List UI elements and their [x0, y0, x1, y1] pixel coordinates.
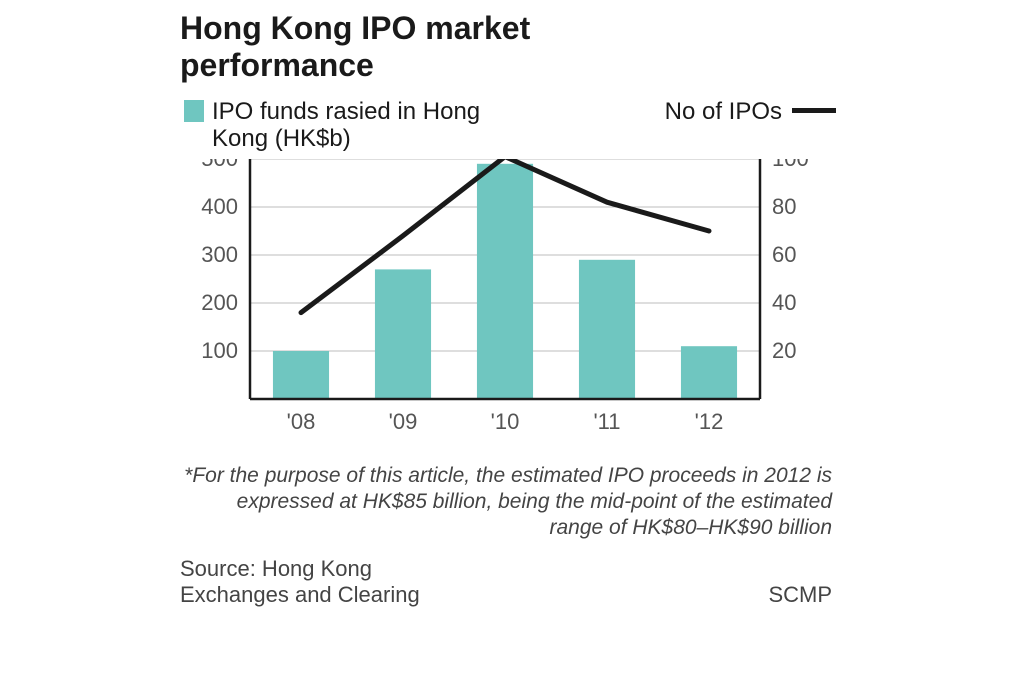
- svg-text:40: 40: [772, 290, 796, 315]
- svg-text:100: 100: [201, 338, 238, 363]
- legend-line-label: No of IPOs: [665, 98, 782, 126]
- svg-text:20: 20: [772, 338, 796, 363]
- legend-bars-swatch: [184, 100, 204, 122]
- title-line-1: Hong Kong IPO market: [180, 10, 530, 46]
- x-axis-label: '11: [593, 409, 620, 435]
- legend: IPO funds rasied in Hong Kong (HK$b) No …: [180, 98, 840, 153]
- legend-line-sample: [792, 108, 836, 113]
- svg-text:80: 80: [772, 194, 796, 219]
- svg-text:400: 400: [201, 194, 238, 219]
- svg-text:200: 200: [201, 290, 238, 315]
- title-line-2: performance: [180, 47, 374, 83]
- x-axis-label: '08: [287, 409, 316, 435]
- chart-svg: 100 20 200 40 300 60 400 80 500 100: [180, 159, 830, 419]
- svg-text:100: 100: [772, 159, 809, 171]
- svg-text:500: 500: [201, 159, 238, 171]
- svg-text:300: 300: [201, 242, 238, 267]
- legend-bars: IPO funds rasied in Hong Kong (HK$b): [184, 98, 524, 153]
- chart-container: Hong Kong IPO market performance IPO fun…: [180, 10, 840, 608]
- source-text: Source: Hong Kong Exchanges and Clearing: [180, 556, 480, 609]
- x-axis-label: '12: [695, 409, 724, 435]
- chart-title: Hong Kong IPO market performance: [180, 10, 840, 84]
- svg-text:60: 60: [772, 242, 796, 267]
- x-axis-label: '09: [389, 409, 418, 435]
- chart-area: 10020200403006040080500100 '08'09'10'11'…: [180, 159, 830, 419]
- credit-text: SCMP: [768, 582, 832, 608]
- x-axis-label: '10: [491, 409, 520, 435]
- source-row: Source: Hong Kong Exchanges and Clearing…: [180, 556, 840, 609]
- footnote: *For the purpose of this article, the es…: [180, 463, 840, 542]
- legend-bars-label: IPO funds rasied in Hong Kong (HK$b): [212, 98, 524, 153]
- legend-line: No of IPOs: [665, 98, 836, 126]
